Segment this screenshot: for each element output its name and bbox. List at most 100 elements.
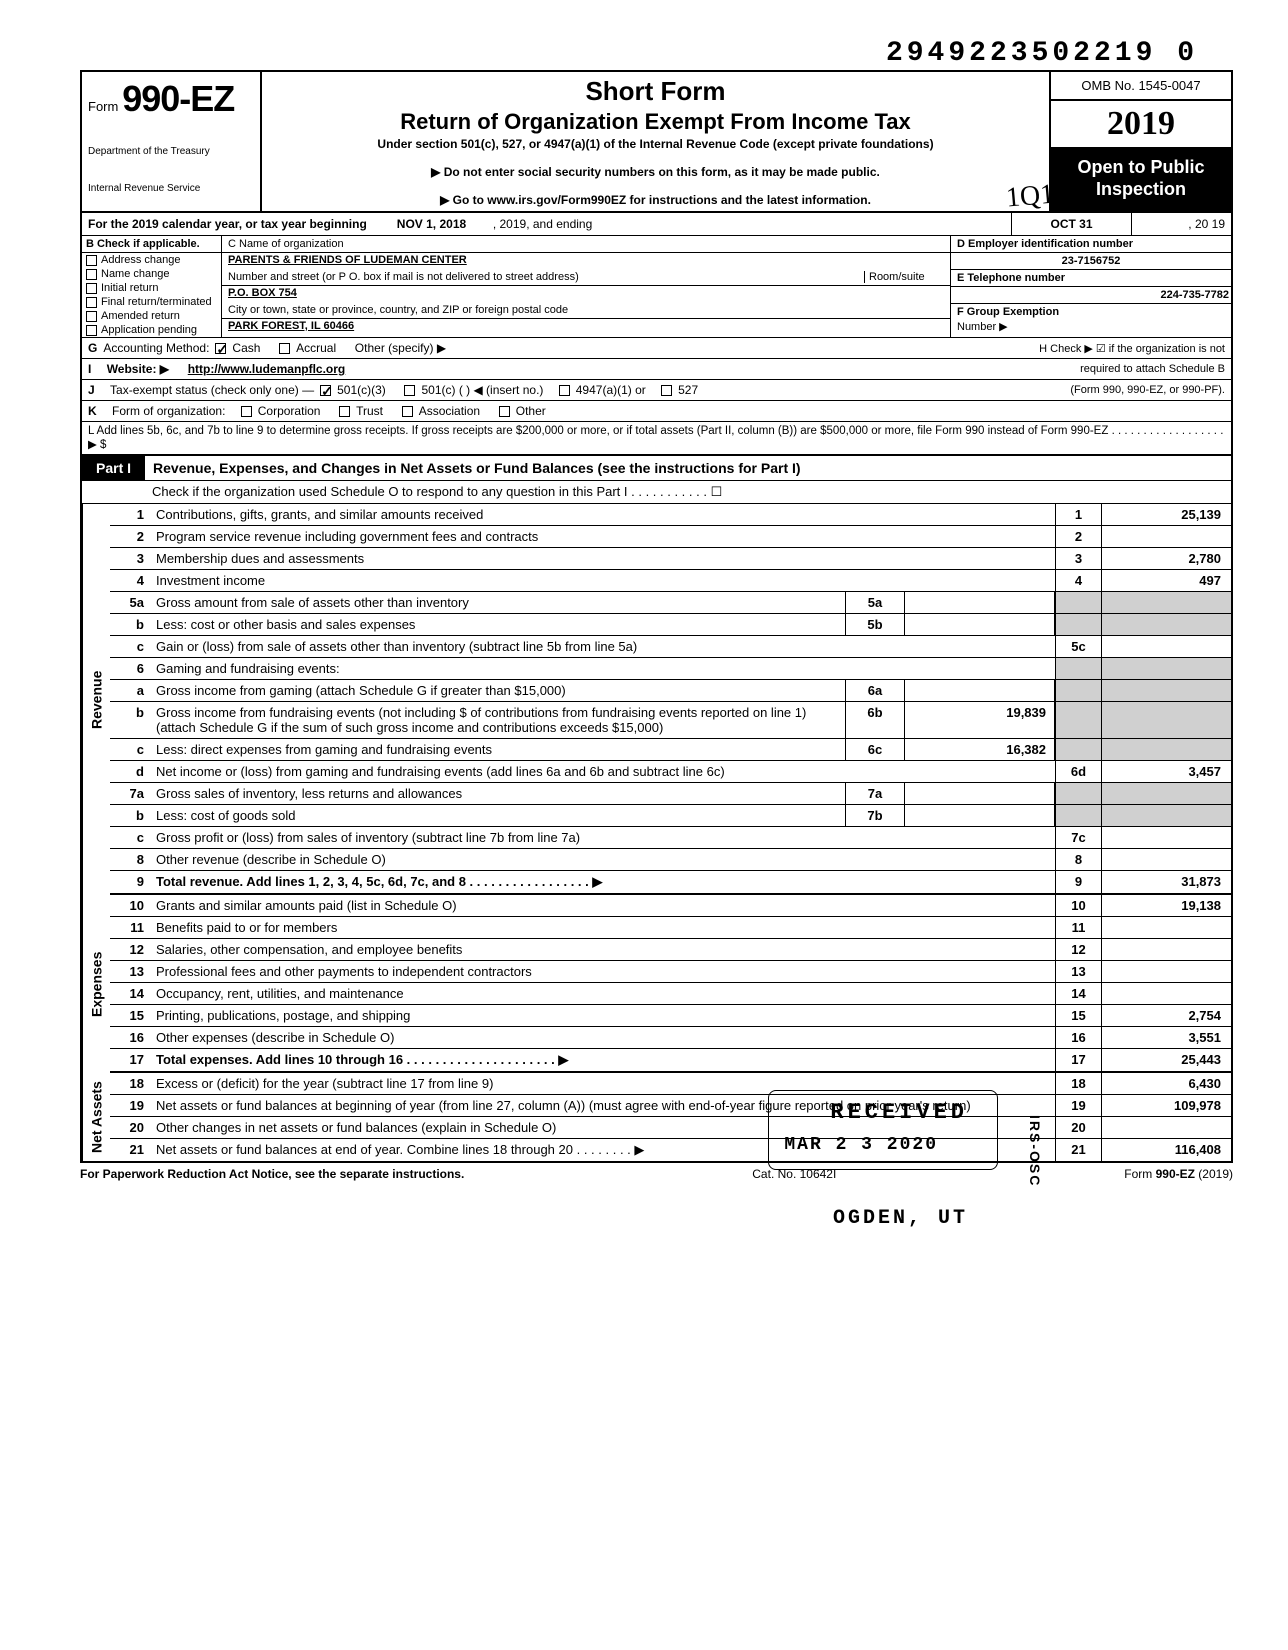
l6a-grey xyxy=(1055,680,1101,701)
col-c: C Name of organization PARENTS & FRIENDS… xyxy=(222,236,951,337)
chk-address[interactable] xyxy=(86,255,97,266)
i-value: http://www.ludemanpflc.org xyxy=(188,362,346,376)
row-k: K Form of organization: Corporation Trus… xyxy=(82,401,1231,422)
l4-d: Investment income xyxy=(152,570,1055,591)
chk-accrual[interactable] xyxy=(279,343,290,354)
l19-n: 19 xyxy=(110,1095,152,1116)
chk-527[interactable] xyxy=(661,385,672,396)
l15-box: 15 xyxy=(1055,1005,1101,1026)
j-opt3: 4947(a)(1) or xyxy=(576,383,646,397)
l2-box: 2 xyxy=(1055,526,1101,547)
d-value: 23-7156752 xyxy=(951,253,1231,270)
ogden-stamp: OGDEN, UT xyxy=(833,1207,968,1230)
j-opt2: 501(c) ( ) ◀ (insert no.) xyxy=(421,383,543,397)
l9-n: 9 xyxy=(110,871,152,893)
open-public: Open to Public Inspection xyxy=(1051,149,1231,211)
chk-name[interactable] xyxy=(86,269,97,280)
l5a-grey xyxy=(1055,592,1101,613)
chk-final[interactable] xyxy=(86,297,97,308)
expenses-section: Expenses 10Grants and similar amounts pa… xyxy=(82,895,1231,1073)
short-form-title: Short Form xyxy=(270,76,1041,107)
d-label: D Employer identification number xyxy=(951,236,1231,253)
row-g: G Accounting Method: Cash Accrual Other … xyxy=(82,338,1231,359)
l5b-grey2 xyxy=(1101,614,1231,635)
l17-amt: 25,443 xyxy=(1101,1049,1231,1071)
l6c-d: Less: direct expenses from gaming and fu… xyxy=(152,739,845,760)
j-opt4: 527 xyxy=(678,383,698,397)
row-i: I Website: ▶ http://www.ludemanpflc.org … xyxy=(82,359,1231,380)
l6a-d: Gross income from gaming (attach Schedul… xyxy=(152,680,845,701)
l7a-grey2 xyxy=(1101,783,1231,804)
dln-number: 2949223502219 0 xyxy=(886,38,1198,69)
chk-initial[interactable] xyxy=(86,283,97,294)
l5a-mbox: 5a xyxy=(845,592,905,613)
l5a-mamt xyxy=(905,592,1055,613)
open-public-1: Open to Public xyxy=(1077,157,1204,177)
header-right: OMB No. 1545-0047 2019 Open to Public In… xyxy=(1051,72,1231,211)
l9-amt: 31,873 xyxy=(1101,871,1231,893)
l19-box: 19 xyxy=(1055,1095,1101,1116)
b-item-4: Amended return xyxy=(101,310,180,322)
l5c-box: 5c xyxy=(1055,636,1101,657)
l13-amt xyxy=(1101,961,1231,982)
block-bcdef: B Check if applicable. Address change Na… xyxy=(82,236,1231,338)
form-number: 990-EZ xyxy=(122,78,234,119)
col-def: D Employer identification number 23-7156… xyxy=(951,236,1231,337)
l5b-mbox: 5b xyxy=(845,614,905,635)
l6c-grey xyxy=(1055,739,1101,760)
l20-box: 20 xyxy=(1055,1117,1101,1138)
under-section: Under section 501(c), 527, or 4947(a)(1)… xyxy=(270,137,1041,151)
l11-amt xyxy=(1101,917,1231,938)
l6-n: 6 xyxy=(110,658,152,679)
form-year: 2019 xyxy=(1051,101,1231,149)
l5c-n: c xyxy=(110,636,152,657)
chk-amended[interactable] xyxy=(86,311,97,322)
c-street-label: Number and street (or P O. box if mail i… xyxy=(228,271,864,283)
l6b-n: b xyxy=(110,702,152,738)
chk-assoc[interactable] xyxy=(402,406,413,417)
chk-cash[interactable] xyxy=(215,343,226,354)
period-mid: , 2019, and ending xyxy=(493,217,592,231)
arrow-line-2: ▶ Go to www.irs.gov/Form990EZ for instru… xyxy=(270,193,1041,207)
l15-n: 15 xyxy=(110,1005,152,1026)
e-label: E Telephone number xyxy=(951,270,1231,287)
chk-4947[interactable] xyxy=(559,385,570,396)
l10-amt: 19,138 xyxy=(1101,895,1231,916)
l14-amt xyxy=(1101,983,1231,1004)
l6d-d: Net income or (loss) from gaming and fun… xyxy=(152,761,1055,782)
chk-pending[interactable] xyxy=(86,325,97,336)
hand-note: 1Q10 xyxy=(1004,177,1069,214)
l8-n: 8 xyxy=(110,849,152,870)
l12-d: Salaries, other compensation, and employ… xyxy=(152,939,1055,960)
dept-treasury: Department of the Treasury xyxy=(88,146,254,157)
b-item-2: Initial return xyxy=(101,282,158,294)
l5a-n: 5a xyxy=(110,592,152,613)
l7b-mbox: 7b xyxy=(845,805,905,826)
received-date: MAR 2 3 2020 xyxy=(784,1135,938,1155)
chk-other[interactable] xyxy=(499,406,510,417)
l6b-mamt: 19,839 xyxy=(905,702,1055,738)
l7a-d: Gross sales of inventory, less returns a… xyxy=(152,783,845,804)
period-prefix: For the 2019 calendar year, or tax year … xyxy=(88,217,367,231)
l11-d: Benefits paid to or for members xyxy=(152,917,1055,938)
l5b-mamt xyxy=(905,614,1055,635)
chk-501c3[interactable] xyxy=(320,385,331,396)
g-cash: Cash xyxy=(232,341,260,355)
l16-box: 16 xyxy=(1055,1027,1101,1048)
l1-d: Contributions, gifts, grants, and simila… xyxy=(152,504,1055,525)
l18-box: 18 xyxy=(1055,1073,1101,1094)
l7b-grey xyxy=(1055,805,1101,826)
chk-trust[interactable] xyxy=(339,406,350,417)
l13-d: Professional fees and other payments to … xyxy=(152,961,1055,982)
l12-box: 12 xyxy=(1055,939,1101,960)
return-title: Return of Organization Exempt From Incom… xyxy=(270,109,1041,135)
chk-corp[interactable] xyxy=(241,406,252,417)
j-opt1: 501(c)(3) xyxy=(337,383,386,397)
period-end-year: , 20 19 xyxy=(1131,213,1231,235)
l8-box: 8 xyxy=(1055,849,1101,870)
k-label: Form of organization: xyxy=(112,404,225,418)
l10-box: 10 xyxy=(1055,895,1101,916)
chk-501c[interactable] xyxy=(404,385,415,396)
k-assoc: Association xyxy=(419,404,480,418)
l6-d: Gaming and fundraising events: xyxy=(152,658,1055,679)
